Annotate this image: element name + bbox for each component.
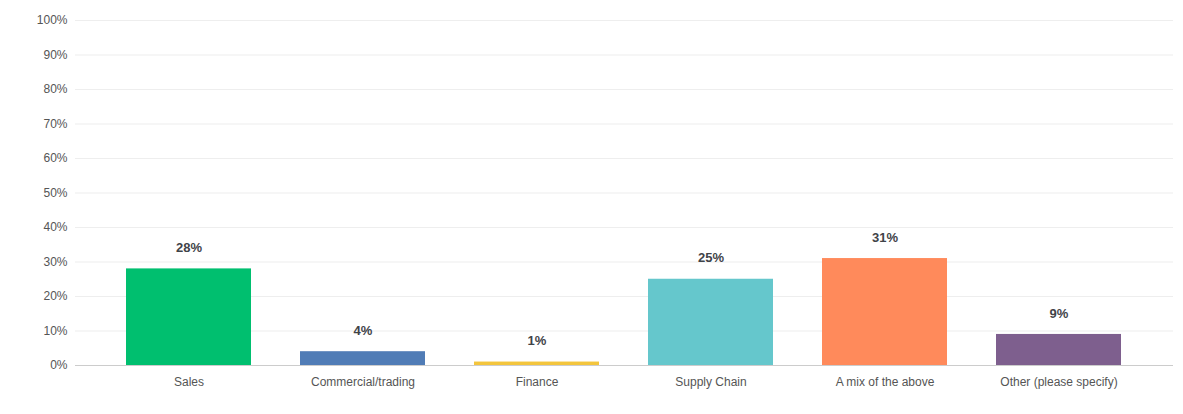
svg-text:4%: 4% bbox=[354, 323, 373, 338]
svg-text:Finance: Finance bbox=[516, 375, 559, 389]
svg-text:10%: 10% bbox=[43, 324, 67, 338]
svg-text:50%: 50% bbox=[43, 186, 67, 200]
svg-text:31%: 31% bbox=[872, 230, 898, 245]
svg-text:60%: 60% bbox=[43, 151, 67, 165]
svg-text:28%: 28% bbox=[176, 240, 202, 255]
svg-text:Sales: Sales bbox=[174, 375, 204, 389]
svg-text:30%: 30% bbox=[43, 255, 67, 269]
svg-text:80%: 80% bbox=[43, 82, 67, 96]
svg-text:0%: 0% bbox=[50, 358, 68, 372]
svg-text:9%: 9% bbox=[1050, 306, 1069, 321]
svg-text:40%: 40% bbox=[43, 220, 67, 234]
svg-text:Supply Chain: Supply Chain bbox=[675, 375, 746, 389]
svg-text:100%: 100% bbox=[37, 13, 68, 27]
svg-text:Commercial/trading: Commercial/trading bbox=[311, 375, 415, 389]
svg-text:90%: 90% bbox=[43, 48, 67, 62]
svg-text:70%: 70% bbox=[43, 117, 67, 131]
svg-text:20%: 20% bbox=[43, 289, 67, 303]
svg-text:A mix of the above: A mix of the above bbox=[836, 375, 935, 389]
svg-text:1%: 1% bbox=[528, 333, 547, 348]
svg-text:Other (please specify): Other (please specify) bbox=[1000, 375, 1117, 389]
svg-text:25%: 25% bbox=[698, 250, 724, 265]
